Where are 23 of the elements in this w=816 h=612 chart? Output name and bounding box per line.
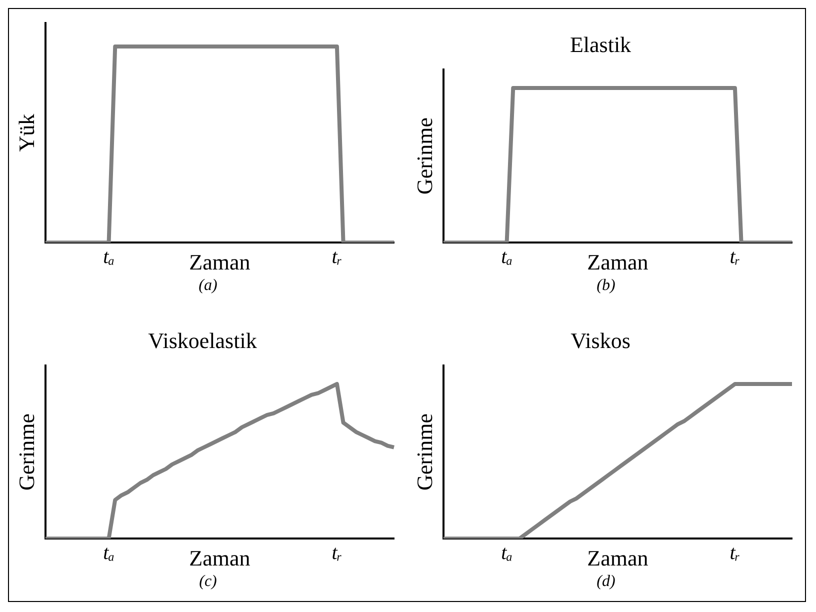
x-tick-label: tᵣ	[729, 542, 740, 564]
x-tick-label: tₐ	[500, 542, 512, 564]
y-axis-title: Gerinme	[411, 414, 436, 490]
x-tick-label: tᵣ	[331, 246, 342, 268]
x-axis-title: Zaman	[188, 546, 250, 571]
chart-title: Elastik	[569, 32, 631, 57]
y-axis-title: Gerinme	[13, 414, 38, 490]
x-tick-label: tᵣ	[331, 542, 342, 564]
x-axis-title: Zaman	[586, 546, 648, 571]
chart-title: Viskoelastik	[148, 328, 256, 353]
y-axis-title: Gerinme	[411, 118, 436, 194]
text: (a)	[198, 277, 218, 295]
x-tick-label: tᵣ	[729, 246, 740, 268]
x-axis-title: Zaman	[586, 250, 648, 275]
text: (d)	[596, 573, 616, 591]
x-tick-label: tₐ	[500, 246, 512, 268]
y-axis-title: Yük	[13, 114, 38, 152]
text: (c)	[198, 573, 218, 591]
x-axis-title: Zaman	[188, 250, 250, 275]
x-tick-label: tₐ	[102, 542, 114, 564]
chart-title: Viskos	[570, 328, 630, 353]
x-tick-label: tₐ	[102, 246, 114, 268]
text: (b)	[596, 277, 616, 295]
